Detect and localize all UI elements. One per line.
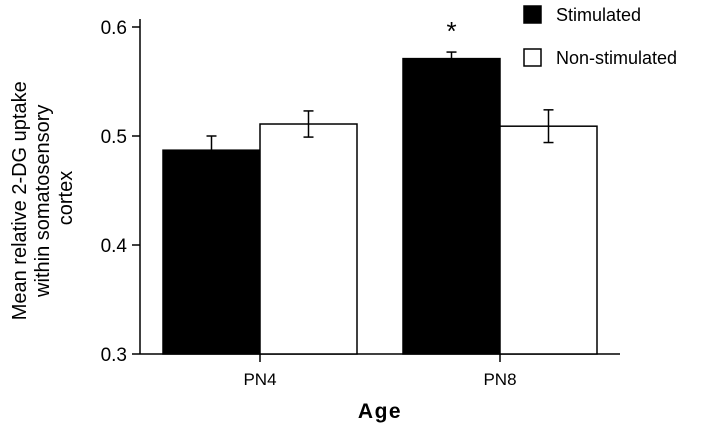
x-tick-label-pn4: PN4 [243,370,276,389]
legend-swatch-non-stimulated [523,48,542,67]
x-axis-title: Age [358,400,402,423]
y-axis-title: Mean relative 2-DG uptake within somatos… [9,76,77,321]
bar-pn4-non-stimulated [259,123,358,355]
y-axis-title-line-1: Mean relative 2-DG uptake [9,81,31,320]
significance-marker-0: * [446,16,456,46]
y-axis: 0.3 0.4 0.5 0.6 [101,18,141,366]
y-tick-label-1: 0.4 [101,236,128,257]
bar-pn4-stimulated [162,149,261,355]
y-axis-title-line-2: within somatosensory [32,105,54,298]
y-tick-label-2: 0.5 [101,127,127,148]
y-tick-label-0: 0.3 [101,345,127,366]
bar-pn8-non-stimulated [499,125,598,355]
y-tick-label-3: 0.6 [101,18,127,39]
x-tick-label-pn8: PN8 [483,370,516,389]
legend-swatch-stimulated [523,5,542,24]
bars: * [162,16,598,355]
legend-label-stimulated: Stimulated [556,5,641,25]
legend: Stimulated Non-stimulated [523,5,677,68]
y-axis-title-line-3: cortex [55,171,77,225]
legend-label-non-stimulated: Non-stimulated [556,48,677,68]
bar-pn8-stimulated [402,57,501,355]
x-axis: PN4 PN8 [140,353,620,389]
